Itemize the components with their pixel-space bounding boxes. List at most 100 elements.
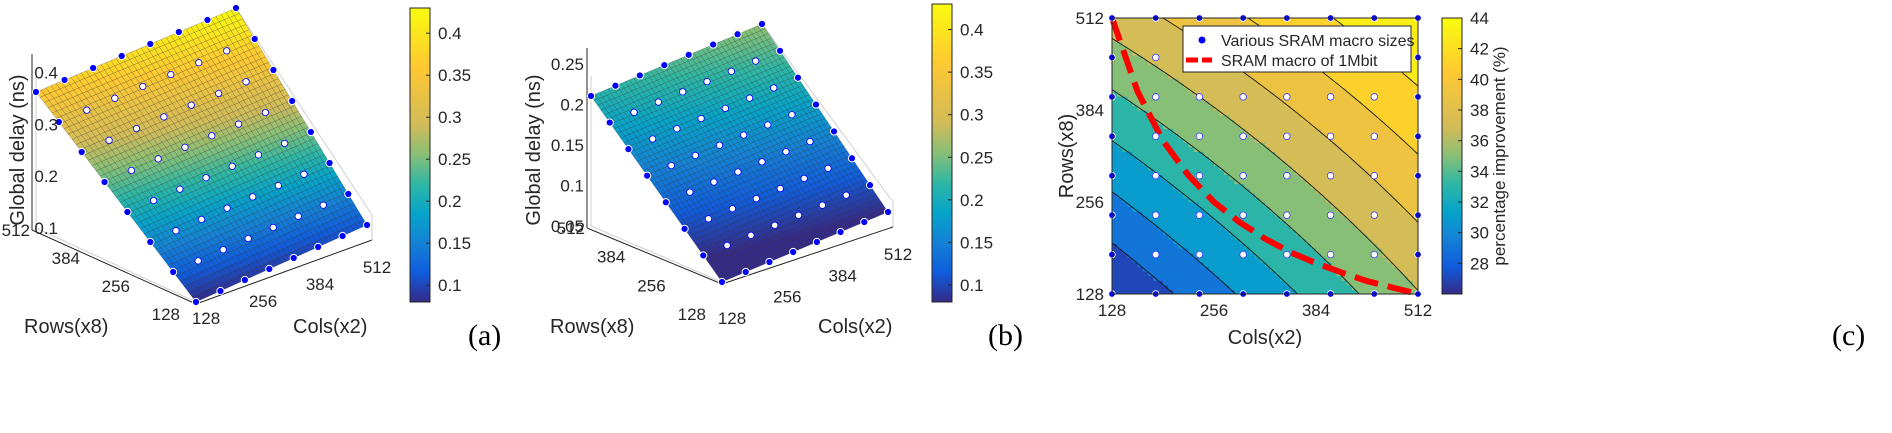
contour-cell: [1214, 96, 1220, 102]
contour-cell: [1112, 225, 1118, 231]
contour-cell: [1239, 202, 1246, 208]
contour-cell: [1132, 243, 1139, 249]
contour-cell: [1203, 123, 1210, 129]
contour-cell: [1137, 123, 1144, 129]
contour-cell: [1203, 234, 1210, 240]
contour-cell: [1132, 110, 1139, 116]
contour-cell: [1117, 206, 1123, 212]
contour-cell: [1117, 105, 1123, 111]
contour-cell: [1188, 22, 1195, 28]
contour-cell: [1203, 179, 1210, 185]
sram-sample-marker: [194, 257, 202, 265]
contour-cell: [1239, 77, 1246, 83]
contour-cell: [1168, 142, 1174, 148]
contour-cell: [1157, 206, 1164, 212]
contour-cell: [1127, 215, 1133, 221]
contour-cell: [1157, 119, 1164, 125]
contour-cell: [1214, 114, 1220, 120]
contour-cell: [1214, 280, 1220, 286]
contour-cell: [1168, 36, 1174, 42]
contour-cell: [1203, 183, 1210, 189]
contour-cell: [1157, 64, 1164, 70]
contour-cell: [1224, 105, 1230, 111]
x-tick-label: 512: [884, 245, 912, 264]
contour-cell: [1112, 183, 1118, 189]
contour-cell: [1173, 225, 1179, 231]
contour-cell: [1224, 261, 1230, 267]
contour-cell: [1208, 114, 1215, 120]
contour-cell: [1168, 22, 1174, 28]
sram-sample-marker: [734, 168, 742, 176]
contour-cell: [1132, 225, 1139, 231]
contour-cell: [1244, 220, 1251, 226]
contour-cell: [1157, 123, 1164, 129]
contour-cell: [1208, 165, 1215, 171]
contour-cell: [1219, 284, 1225, 290]
contour-cell: [1127, 87, 1133, 93]
contour-cell: [1234, 18, 1241, 24]
contour-cell: [1193, 289, 1200, 294]
contour-cell: [1137, 289, 1144, 294]
sram-sample-marker: [775, 46, 785, 55]
contour-cell: [1163, 206, 1169, 212]
contour-cell: [1137, 271, 1144, 277]
contour-cell: [1127, 289, 1133, 294]
contour-cell: [1163, 179, 1169, 185]
contour-cell: [1132, 220, 1139, 226]
contour-cell: [1239, 243, 1246, 249]
contour-cell: [1147, 77, 1154, 83]
contour-cell: [1157, 22, 1164, 28]
contour-cell: [1234, 165, 1241, 171]
contour-cell: [1224, 73, 1230, 79]
contour-cell: [1147, 156, 1154, 162]
contour-cell: [1163, 68, 1169, 74]
contour-cell: [1157, 100, 1164, 106]
sram-sample-marker: [836, 227, 845, 237]
contour-cell: [1229, 206, 1235, 212]
contour-cell: [1219, 271, 1225, 277]
sram-sample-marker: [197, 215, 206, 224]
contour-cell: [1112, 50, 1118, 56]
contour-cell: [1178, 261, 1184, 267]
contour-cell: [1163, 128, 1169, 134]
contour-cell: [1229, 234, 1235, 240]
sram-sample-marker: [195, 59, 203, 67]
contour-cell: [1163, 54, 1169, 60]
contour-cell: [1229, 248, 1235, 254]
contour-cell: [1163, 169, 1169, 175]
contour-cell: [1132, 192, 1139, 198]
contour-cell: [1142, 156, 1149, 162]
contour-cell: [1117, 59, 1123, 65]
contour-cell: [1173, 91, 1179, 97]
contour-cell: [1239, 105, 1246, 111]
contour-cell: [1147, 248, 1154, 254]
contour-cell: [1112, 261, 1118, 267]
contour-cell: [1168, 248, 1174, 254]
contour-cell: [1127, 202, 1133, 208]
contour-cell: [1142, 257, 1149, 263]
contour-cell: [1214, 169, 1220, 175]
contour-cell: [1173, 284, 1179, 290]
contour-cell: [1208, 271, 1215, 277]
contour-cell: [1147, 151, 1154, 157]
contour-cell: [1203, 151, 1210, 157]
contour-cell: [1147, 188, 1154, 194]
contour-cell: [1203, 110, 1210, 116]
contour-cell: [1173, 183, 1179, 189]
contour-cell: [1168, 165, 1174, 171]
contour-cell: [1157, 160, 1164, 166]
sram-sample-marker: [261, 108, 269, 117]
contour-cell: [1219, 174, 1225, 180]
contour-cell: [1183, 238, 1190, 244]
contour-cell: [1152, 87, 1159, 93]
contour-cell: [1198, 248, 1205, 254]
contour-cell: [1117, 271, 1123, 277]
contour-cell: [1234, 248, 1241, 254]
contour-cell: [1188, 183, 1195, 189]
sram-sample-marker: [202, 174, 210, 182]
contour-cell: [1122, 252, 1128, 258]
contour-cell: [1157, 275, 1164, 281]
contour-cell: [1178, 36, 1184, 42]
contour-cell: [1219, 238, 1225, 244]
